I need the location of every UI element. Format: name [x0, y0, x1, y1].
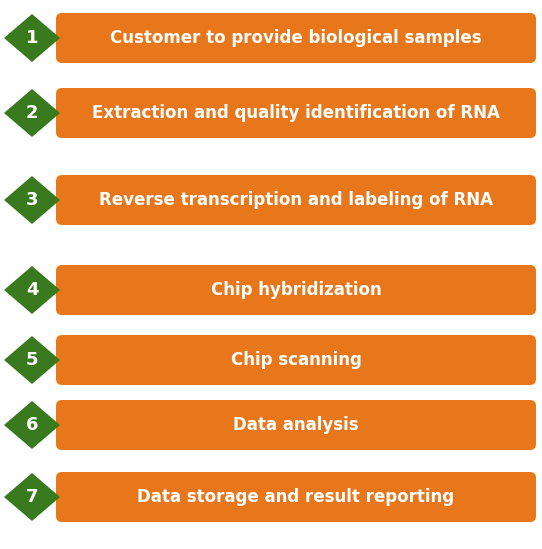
FancyBboxPatch shape [56, 13, 536, 63]
Text: 6: 6 [26, 416, 38, 434]
Text: Chip hybridization: Chip hybridization [211, 281, 382, 299]
Text: 4: 4 [26, 281, 38, 299]
Polygon shape [4, 14, 60, 62]
Text: Data storage and result reporting: Data storage and result reporting [138, 488, 455, 506]
Polygon shape [4, 336, 60, 384]
FancyBboxPatch shape [56, 400, 536, 450]
Text: Reverse transcription and labeling of RNA: Reverse transcription and labeling of RN… [99, 191, 493, 209]
Text: 2: 2 [26, 104, 38, 122]
Polygon shape [4, 473, 60, 521]
Text: 7: 7 [26, 488, 38, 506]
Text: 3: 3 [26, 191, 38, 209]
FancyBboxPatch shape [56, 472, 536, 522]
Text: Chip scanning: Chip scanning [230, 351, 362, 369]
Polygon shape [4, 266, 60, 314]
Text: Customer to provide biological samples: Customer to provide biological samples [110, 29, 482, 47]
FancyBboxPatch shape [56, 265, 536, 315]
Text: Extraction and quality identification of RNA: Extraction and quality identification of… [92, 104, 500, 122]
Polygon shape [4, 89, 60, 137]
Polygon shape [4, 176, 60, 224]
Text: Data analysis: Data analysis [233, 416, 359, 434]
Text: 5: 5 [26, 351, 38, 369]
FancyBboxPatch shape [56, 175, 536, 225]
FancyBboxPatch shape [56, 88, 536, 138]
Polygon shape [4, 401, 60, 449]
Text: 1: 1 [26, 29, 38, 47]
FancyBboxPatch shape [56, 335, 536, 385]
